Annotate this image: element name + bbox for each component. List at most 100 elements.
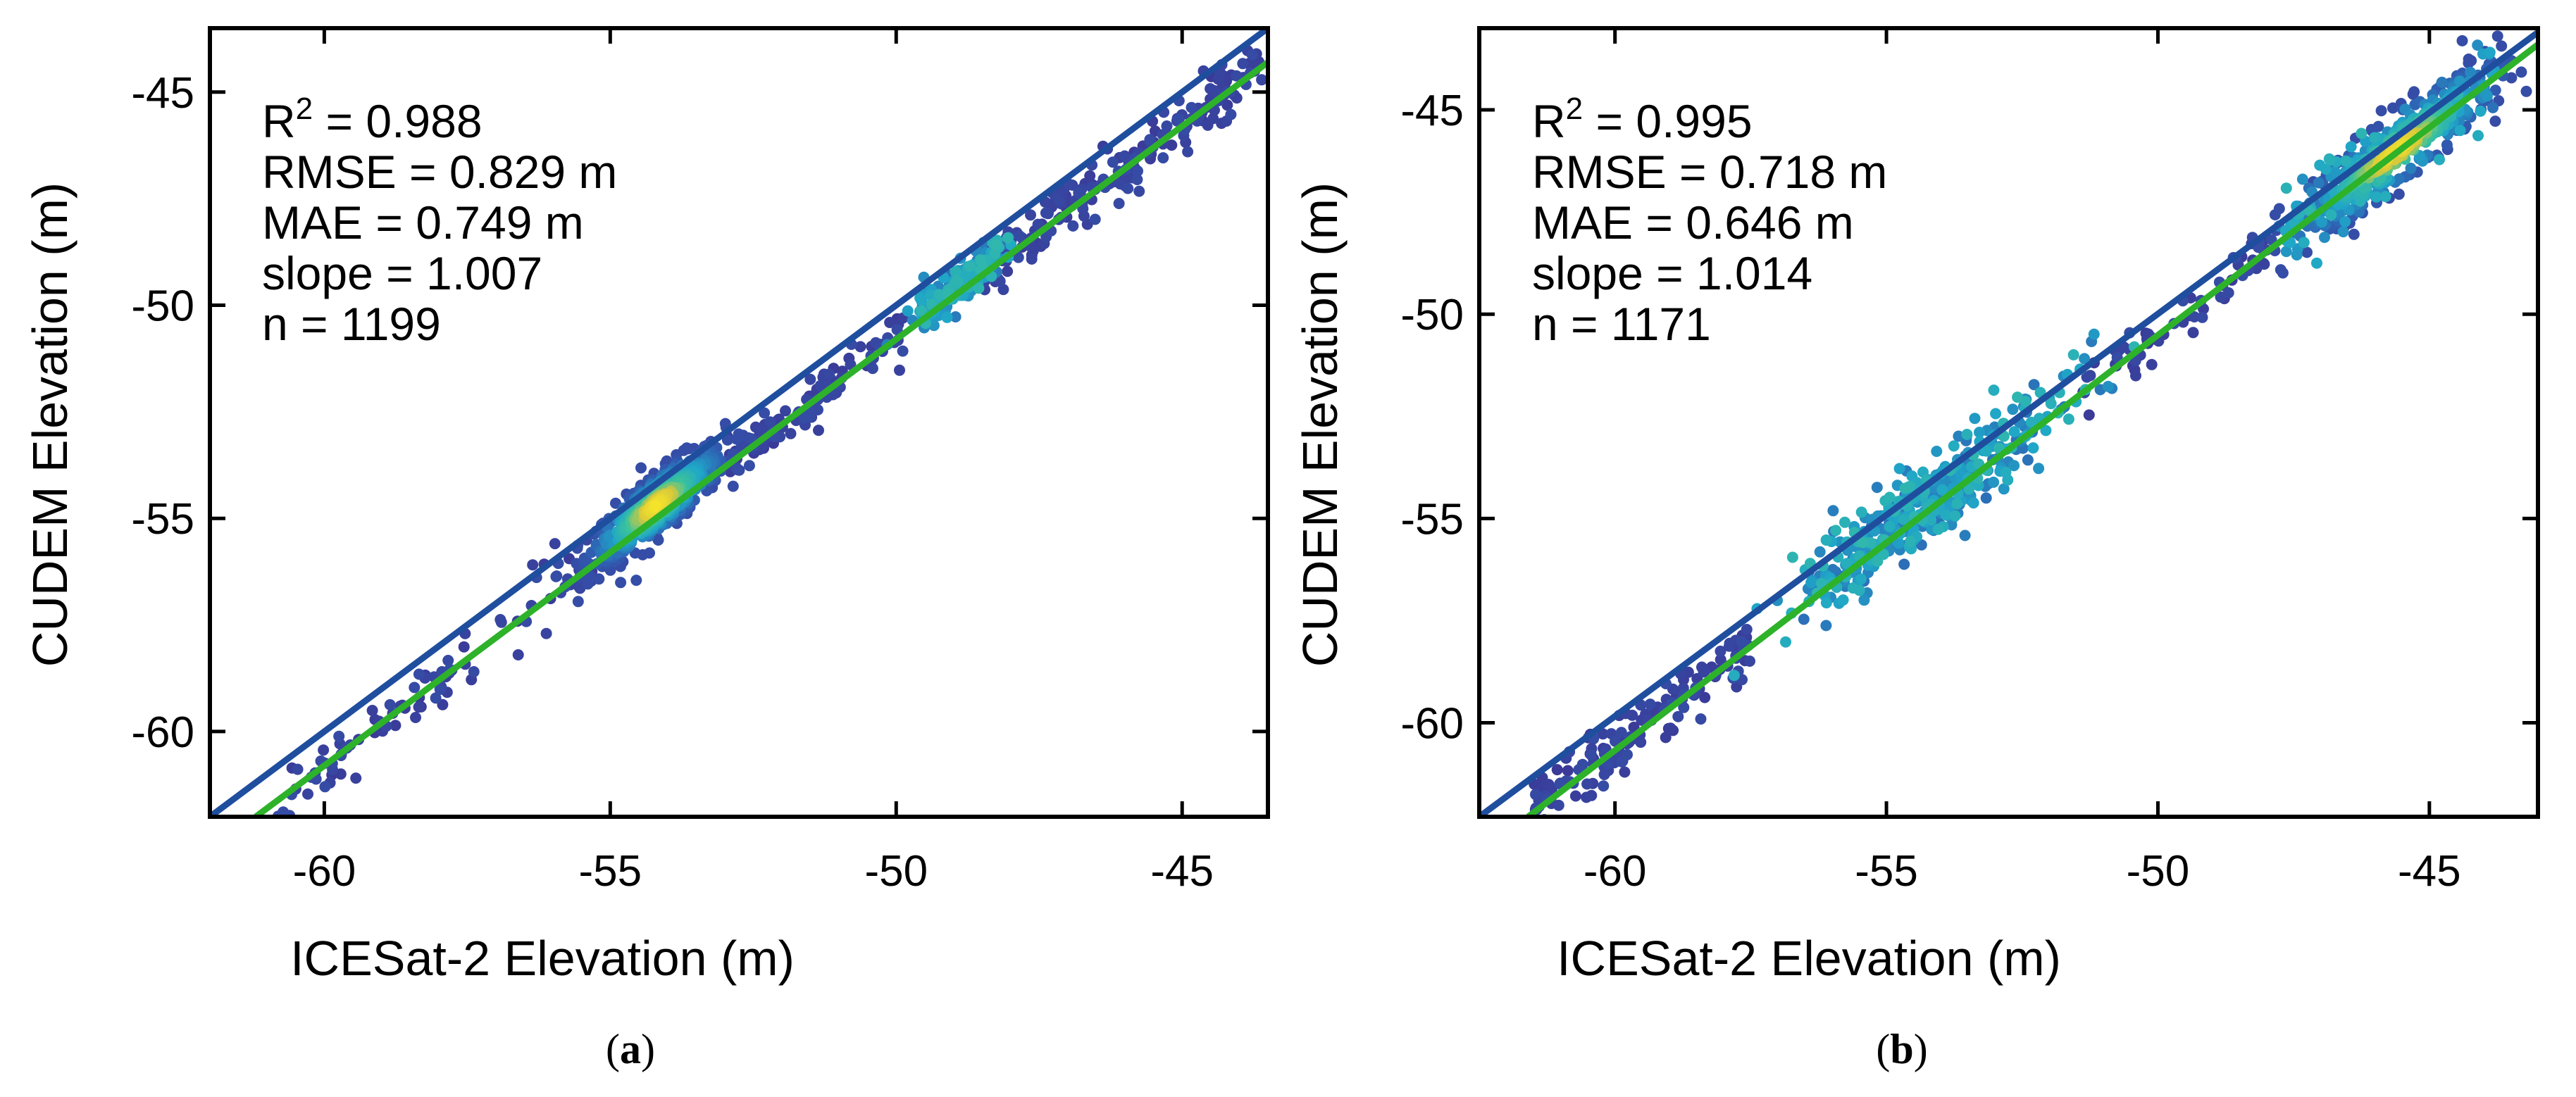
y-tick-label-b-1: -55	[1400, 495, 1464, 544]
data-point	[2146, 358, 2158, 370]
plot-frame-a	[208, 26, 1270, 819]
data-point	[1660, 732, 1672, 744]
data-point	[1827, 505, 1839, 517]
data-point	[1959, 529, 1971, 541]
data-point	[2393, 188, 2405, 200]
data-point	[916, 305, 928, 317]
data-point	[1936, 484, 1948, 496]
stat-n-b: n = 1171	[1532, 298, 1711, 350]
data-point	[1678, 701, 1690, 713]
identity-line	[1479, 30, 2538, 817]
x-tick-label-b-3: -45	[2398, 847, 2461, 896]
data-point	[2316, 216, 2328, 228]
data-point	[914, 292, 926, 304]
data-point	[366, 705, 378, 716]
data-point	[1133, 185, 1145, 197]
data-point	[1898, 558, 1910, 570]
caption-b-letter: b	[1890, 1026, 1913, 1072]
data-point	[1586, 789, 1598, 801]
data-point	[1988, 476, 2000, 488]
data-point	[1067, 220, 1079, 232]
data-point	[540, 627, 552, 639]
stat-rmse-b: RMSE = 0.718 m	[1532, 146, 1887, 198]
stat-r2-b: R2 = 0.995	[1532, 92, 1753, 147]
data-point	[1665, 722, 1676, 734]
data-point	[1161, 120, 1173, 132]
caption-b-close: )	[1914, 1026, 1928, 1072]
data-point	[2269, 209, 2281, 220]
data-point	[2025, 416, 2037, 428]
data-point	[550, 570, 562, 582]
data-point	[1949, 510, 1961, 522]
data-point	[2040, 425, 2052, 437]
data-point	[2379, 191, 2391, 203]
data-point	[2296, 173, 2308, 185]
data-point	[2506, 72, 2518, 84]
data-point	[1221, 99, 1233, 111]
data-point	[1073, 187, 1085, 199]
data-point	[635, 462, 647, 474]
data-point	[2539, 35, 2551, 46]
data-point	[2022, 454, 2034, 466]
data-point	[1014, 230, 1026, 242]
x-tick-label-a-3: -45	[1150, 847, 1214, 896]
data-point	[1963, 483, 1975, 495]
caption-b: (b)	[1876, 1026, 1927, 1072]
y-tick-label-a-2: -50	[131, 282, 194, 331]
data-point	[630, 575, 642, 587]
data-point	[1581, 778, 1593, 790]
data-point	[1107, 156, 1119, 168]
data-point	[2088, 328, 2100, 340]
data-point	[952, 276, 964, 287]
data-point	[2313, 177, 2325, 189]
data-point	[854, 341, 866, 353]
data-point	[1931, 446, 1943, 457]
stat-slope-a: slope = 1.007	[262, 247, 542, 299]
data-point	[2222, 287, 2234, 299]
stat-r2-prefix-b: R	[1532, 95, 1566, 147]
data-point	[732, 464, 744, 476]
data-point	[649, 500, 661, 511]
data-point	[333, 730, 345, 742]
data-point	[1969, 413, 1981, 425]
data-point	[1990, 408, 2002, 420]
data-point	[950, 265, 962, 277]
data-point	[1119, 150, 1131, 162]
fit-line	[254, 59, 1268, 817]
data-point	[785, 427, 797, 439]
data-point	[941, 311, 953, 323]
data-point	[2481, 90, 2493, 102]
data-point	[884, 317, 896, 328]
data-point	[1089, 213, 1101, 225]
x-tick-label-a-0: -60	[293, 847, 356, 896]
data-point	[2407, 88, 2419, 100]
data-point	[1040, 207, 1052, 219]
data-point	[1530, 789, 1541, 801]
caption-a-letter: a	[620, 1026, 641, 1072]
data-point	[2356, 127, 2367, 139]
y-tick-label-a-3: -45	[131, 69, 194, 118]
data-point	[2393, 173, 2405, 185]
data-point	[409, 682, 421, 694]
data-point	[719, 418, 731, 430]
data-point	[2348, 228, 2360, 240]
data-point	[1586, 749, 1597, 760]
data-point	[813, 425, 824, 437]
data-point	[1798, 613, 1810, 625]
data-point	[1820, 534, 1832, 546]
data-point	[1615, 727, 1627, 739]
data-point	[319, 781, 331, 793]
data-point	[2489, 115, 2501, 127]
data-point	[1980, 492, 1992, 504]
stat-n-a: n = 1199	[262, 298, 441, 350]
stat-mae-b: MAE = 0.646 m	[1532, 196, 1854, 249]
data-point	[2472, 130, 2484, 142]
identity-line	[210, 28, 1268, 817]
data-point	[2465, 66, 2476, 78]
data-point	[1940, 509, 1952, 521]
data-point	[2441, 139, 2453, 151]
data-point	[2008, 460, 2020, 472]
data-point	[1951, 498, 1963, 510]
data-point	[2079, 353, 2091, 365]
data-point	[1967, 497, 1979, 509]
